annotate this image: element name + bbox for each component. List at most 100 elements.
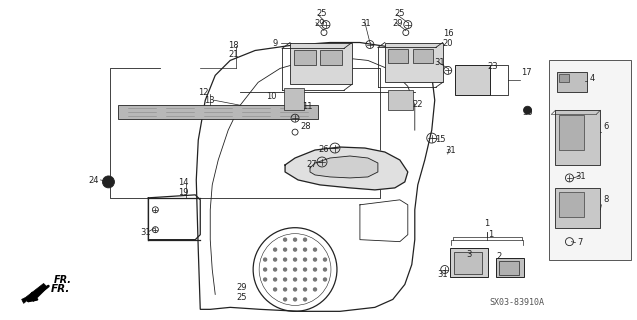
Text: 3: 3 (467, 250, 472, 259)
Circle shape (304, 268, 306, 271)
Text: 15: 15 (434, 135, 445, 144)
Text: 2: 2 (497, 252, 502, 260)
Text: 8: 8 (603, 195, 609, 204)
Circle shape (274, 278, 276, 281)
Text: 10: 10 (266, 92, 276, 101)
Circle shape (283, 258, 287, 261)
Text: 17: 17 (522, 68, 532, 77)
Circle shape (283, 238, 287, 241)
Bar (550, 60, 631, 260)
Circle shape (283, 278, 287, 281)
Text: FR.: FR. (54, 276, 71, 285)
Text: 25: 25 (236, 293, 247, 302)
Circle shape (294, 258, 297, 261)
Circle shape (324, 268, 327, 271)
Circle shape (283, 298, 287, 301)
Bar (557, 72, 587, 92)
Text: 11: 11 (302, 102, 313, 111)
Bar (454, 252, 482, 274)
Text: 4: 4 (589, 74, 595, 84)
Bar (388, 90, 413, 110)
Circle shape (294, 298, 297, 301)
Circle shape (304, 298, 306, 301)
Circle shape (274, 258, 276, 261)
Bar (413, 50, 433, 63)
Circle shape (294, 278, 297, 281)
Text: 1: 1 (484, 219, 489, 228)
Text: 27: 27 (306, 160, 317, 169)
Text: 31: 31 (360, 19, 371, 28)
Circle shape (524, 106, 531, 114)
Text: 12: 12 (198, 88, 209, 97)
Text: 6: 6 (603, 122, 609, 131)
Bar (455, 65, 490, 95)
Text: 31: 31 (438, 269, 448, 278)
Text: 13: 13 (204, 96, 215, 105)
Circle shape (304, 248, 306, 251)
Bar (294, 51, 316, 65)
Circle shape (274, 268, 276, 271)
Circle shape (264, 278, 267, 281)
Bar (559, 115, 584, 150)
Circle shape (304, 258, 306, 261)
Text: 26: 26 (318, 145, 329, 154)
Circle shape (324, 258, 327, 261)
Circle shape (294, 288, 297, 291)
Circle shape (313, 288, 317, 291)
Text: 31: 31 (446, 146, 456, 155)
Text: 7: 7 (577, 238, 583, 247)
Text: 24: 24 (89, 176, 99, 185)
Bar (290, 43, 352, 84)
Bar (555, 188, 601, 228)
Text: 18: 18 (228, 41, 239, 50)
Circle shape (283, 288, 287, 291)
Bar (555, 110, 601, 165)
Bar (559, 74, 569, 82)
Text: 30: 30 (522, 108, 533, 117)
Circle shape (274, 288, 276, 291)
Circle shape (294, 268, 297, 271)
Bar (284, 88, 304, 110)
Circle shape (304, 238, 306, 241)
Bar (385, 43, 443, 82)
Polygon shape (22, 284, 48, 303)
Text: 16: 16 (443, 28, 454, 37)
Text: FR.: FR. (50, 284, 70, 294)
Circle shape (283, 248, 287, 251)
Circle shape (294, 248, 297, 251)
Circle shape (324, 278, 327, 281)
Circle shape (304, 288, 306, 291)
Circle shape (313, 248, 317, 251)
Bar (559, 192, 584, 217)
Circle shape (274, 248, 276, 251)
Text: 25: 25 (395, 9, 405, 18)
Polygon shape (310, 156, 378, 178)
Circle shape (304, 278, 306, 281)
Circle shape (313, 278, 317, 281)
Text: 20: 20 (443, 38, 454, 48)
Bar (496, 258, 524, 277)
Circle shape (264, 258, 267, 261)
Circle shape (294, 238, 297, 241)
Text: 22: 22 (413, 100, 424, 109)
Text: 28: 28 (300, 122, 311, 131)
Circle shape (313, 258, 317, 261)
Text: 29: 29 (393, 19, 403, 28)
Text: 29: 29 (236, 284, 247, 292)
Text: 31: 31 (140, 228, 151, 237)
Text: 29: 29 (314, 19, 324, 28)
Circle shape (264, 268, 267, 271)
Bar (499, 260, 519, 275)
Text: SX03-83910A: SX03-83910A (490, 298, 545, 307)
Circle shape (103, 176, 115, 188)
Bar (388, 50, 408, 63)
Text: 21: 21 (228, 51, 239, 60)
Bar (450, 248, 488, 277)
Text: 31: 31 (434, 59, 445, 68)
Text: 9: 9 (272, 38, 277, 48)
Text: 1: 1 (488, 230, 493, 239)
Text: 14: 14 (178, 178, 189, 187)
Circle shape (283, 268, 287, 271)
Text: 19: 19 (178, 188, 189, 197)
Bar (320, 51, 342, 65)
